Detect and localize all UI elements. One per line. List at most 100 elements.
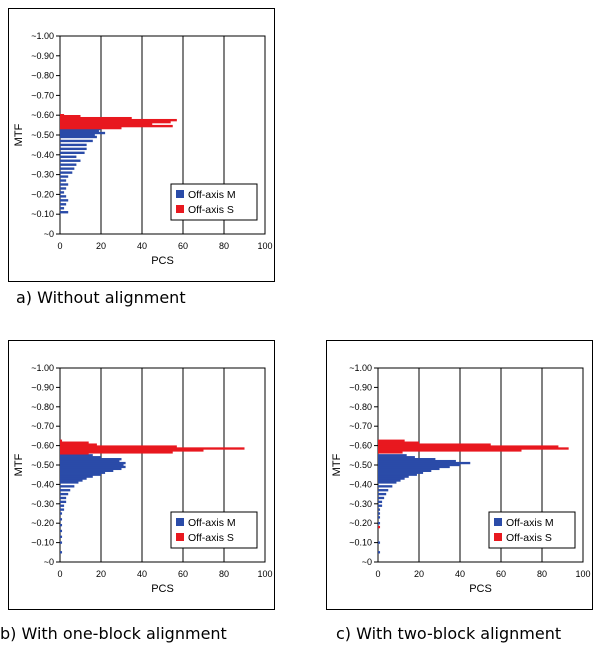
bar [378, 458, 436, 461]
legend-label: Off-axis M [188, 517, 236, 529]
y-tick-label: ~0.60 [31, 110, 54, 120]
bar [60, 124, 173, 128]
bar [60, 129, 99, 133]
y-tick-label: ~0.80 [349, 402, 372, 412]
bar [60, 496, 67, 500]
x-tick-label: 40 [137, 569, 147, 579]
y-tick-label: ~0.10 [349, 538, 372, 548]
bar [378, 441, 419, 444]
legend-swatch [494, 518, 502, 526]
bar [60, 479, 83, 482]
legend-label: Off-axis M [188, 189, 236, 201]
y-tick-label: ~0.60 [349, 441, 372, 451]
legend-label: Off-axis S [506, 532, 552, 544]
bar [60, 120, 171, 124]
y-tick-label: ~0.70 [31, 90, 54, 100]
y-tick-label: ~0.90 [31, 382, 54, 392]
bar [378, 489, 389, 492]
y-tick-label: ~0 [44, 557, 54, 567]
bar [60, 512, 63, 515]
bar [378, 456, 415, 459]
y-tick-label: ~0.30 [31, 499, 54, 509]
bar [60, 541, 63, 544]
x-tick-label: 0 [57, 569, 62, 579]
bar [378, 541, 381, 544]
bar [378, 481, 397, 484]
bar [60, 456, 101, 459]
legend [488, 511, 576, 549]
bar [378, 447, 569, 450]
bar [60, 535, 63, 538]
bar [60, 475, 93, 478]
bar [60, 481, 79, 484]
bar [60, 143, 87, 147]
bar [378, 485, 393, 488]
bar [378, 451, 403, 454]
x-tick-label: 80 [537, 569, 547, 579]
legend-swatch [176, 190, 184, 198]
x-tick-label: 40 [455, 569, 465, 579]
bar [60, 467, 122, 471]
chart-c: 0 20 40 60 80 100 ~0 ~0.10 ~0.20 ~0.30 ~0.40 ~0.50 ~… [326, 340, 593, 610]
bar [60, 441, 89, 444]
bar [378, 504, 383, 507]
bar [60, 492, 69, 496]
y-tick-label: ~1.00 [349, 363, 372, 373]
bar [378, 465, 450, 469]
y-tick-label: ~0 [44, 229, 54, 239]
bar [60, 203, 67, 206]
bar [60, 454, 93, 457]
bar [60, 199, 69, 202]
x-tick-label: 20 [414, 569, 424, 579]
bar [60, 211, 69, 214]
bar [60, 207, 65, 210]
y-tick-label: ~0.70 [349, 421, 372, 431]
bar [378, 461, 471, 465]
bar [378, 525, 381, 529]
y-axis-label: MTF [331, 453, 343, 476]
bar [60, 551, 63, 554]
panel-b: 0 20 40 60 80 100 ~0 ~0.10 ~0.20 ~0.30 ~0.40 ~0.50 ~… [8, 340, 275, 610]
caption-b: b) With one-block alignment [0, 624, 227, 643]
caption-c: c) With two-block alignment [336, 624, 562, 643]
y-tick-label: ~0.50 [31, 460, 54, 470]
legend-swatch [176, 205, 184, 213]
y-tick-label: ~1.00 [31, 363, 54, 373]
bar [60, 139, 93, 143]
bar [60, 126, 122, 130]
bar [60, 195, 67, 198]
caption-a: a) Without alignment [16, 288, 186, 307]
x-tick-label: 60 [178, 241, 188, 251]
bar [378, 496, 385, 500]
x-tick-label: 0 [375, 569, 380, 579]
x-tick-label: 60 [496, 569, 506, 579]
bar [378, 477, 405, 480]
bar [60, 449, 204, 452]
x-axis-label: PCS [469, 583, 492, 595]
chart-b: 0 20 40 60 80 100 ~0 ~0.10 ~0.20 ~0.30 ~0.40 ~0.50 ~… [8, 340, 275, 610]
y-tick-label: ~0.30 [31, 170, 54, 180]
x-tick-label: 80 [219, 241, 229, 251]
bar [60, 163, 77, 166]
y-tick-label: ~0.40 [31, 150, 54, 160]
bar [378, 469, 432, 472]
bar [378, 443, 491, 446]
bar [378, 449, 522, 452]
legend-swatch [176, 518, 184, 526]
bar [60, 439, 63, 442]
y-tick-label: ~0.90 [349, 382, 372, 392]
bar [378, 512, 381, 515]
bar [60, 469, 114, 472]
bar [60, 183, 69, 186]
bar [378, 492, 387, 496]
bar [60, 131, 106, 135]
bar [60, 443, 97, 446]
y-tick-label: ~0.90 [31, 51, 54, 61]
x-tick-label: 60 [178, 569, 188, 579]
bar [378, 508, 381, 511]
x-tick-label: 100 [575, 569, 590, 579]
y-tick-label: ~0.70 [31, 421, 54, 431]
bar [60, 147, 87, 151]
legend [170, 511, 258, 549]
x-axis-label: PCS [151, 583, 174, 595]
